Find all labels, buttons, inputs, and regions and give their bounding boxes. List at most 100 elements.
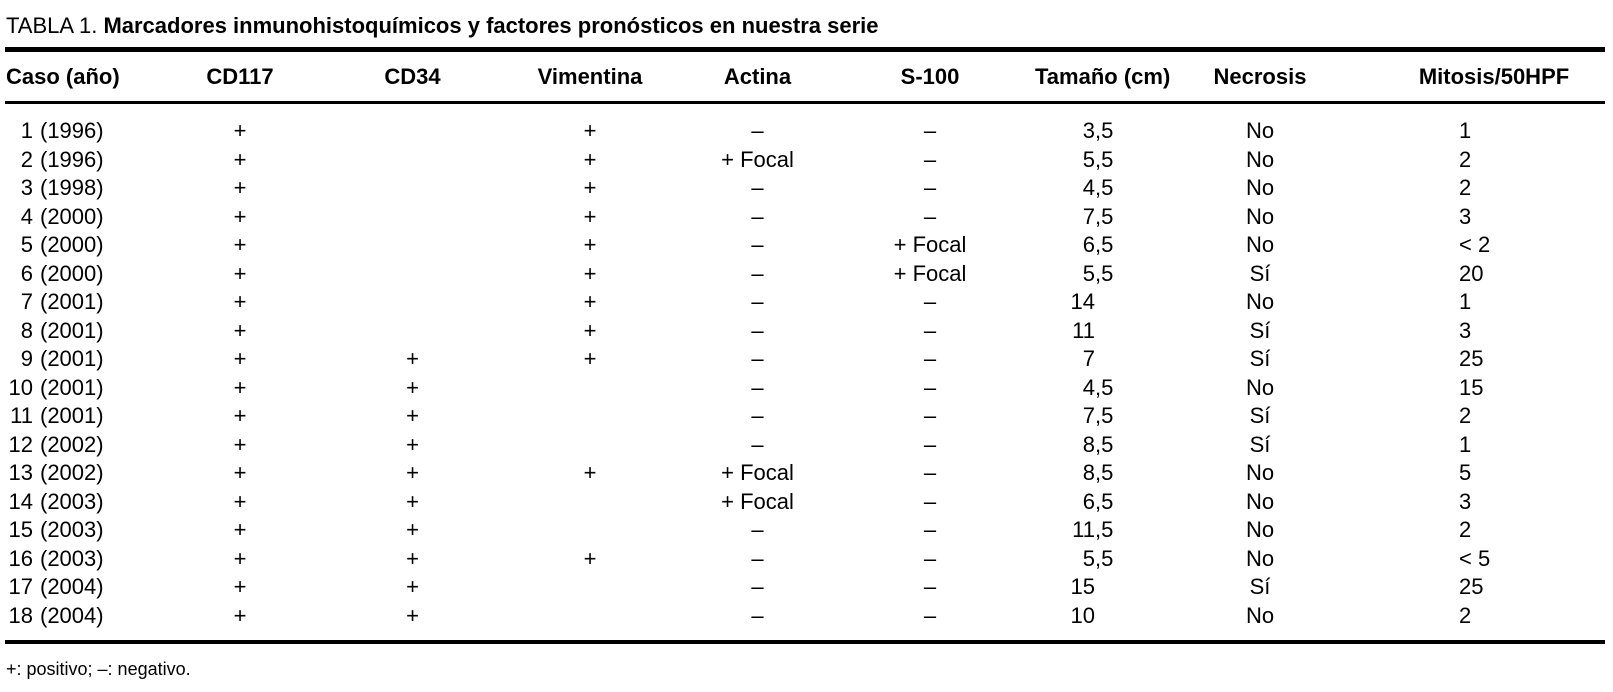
case-number: 5 [20, 232, 33, 257]
cell-actina: – [751, 175, 764, 200]
cell-cd117: + [233, 374, 247, 400]
cell-caso: 17 (2004) [0, 573, 145, 602]
cell-mitosis: 1 [1459, 118, 1472, 143]
cell-cd117: + [233, 602, 247, 628]
cell-tamano: 15 [1035, 573, 1145, 602]
cell-actina: + Focal [721, 460, 794, 485]
cell-cd34: + [406, 488, 419, 514]
case-number: 15 [8, 517, 33, 542]
cell-necrosis: No [1245, 289, 1275, 314]
cell-tamano: 7 [1035, 345, 1145, 374]
cell-actina: + Focal [721, 146, 794, 172]
case-number: 10 [8, 374, 33, 400]
case-number: 6 [20, 260, 33, 286]
case-number: 17 [8, 574, 33, 599]
table-row: 3 (1998) + + – – 4,5 No 2 [0, 174, 1613, 203]
table-row: 13 (2002) + + + + Focal – 8,5 No 5 [0, 459, 1613, 488]
cell-caso: 18 (2004) [0, 602, 145, 631]
case-year: (1996) [40, 146, 104, 172]
cell-tamano: 5,5 [1035, 545, 1145, 574]
table-row: 7 (2001) + + – – 14 No 1 [0, 288, 1613, 317]
cell-mitosis: 25 [1459, 346, 1484, 371]
tamano-int: 7 [1082, 203, 1095, 229]
tamano-dec: ,5 [1095, 374, 1114, 400]
cell-mitosis: 2 [1459, 403, 1472, 428]
cell-vimentina: + [583, 175, 597, 200]
case-number: 14 [8, 488, 33, 514]
column-header-caso: Caso (año) [6, 63, 120, 89]
cell-vimentina: + [583, 289, 597, 314]
cell-caso: 1 (1996) [0, 117, 145, 146]
tamano-int: 15 [1070, 574, 1095, 599]
table-row: 4 (2000) + + – – 7,5 No 3 [0, 203, 1613, 232]
cell-mitosis: 3 [1459, 203, 1472, 229]
cell-caso: 15 (2003) [0, 516, 145, 545]
cell-s100: – [923, 460, 937, 485]
table-row: 8 (2001) + + – – 11 Sí 3 [0, 317, 1613, 346]
case-year: (2002) [40, 431, 104, 457]
cell-cd117: + [233, 232, 247, 257]
tamano-int: 14 [1070, 289, 1095, 314]
tamano-int: 7 [1082, 346, 1095, 371]
case-year: (2001) [40, 374, 104, 400]
tamano-dec: ,5 [1095, 403, 1114, 428]
cell-tamano: 5,5 [1035, 146, 1145, 175]
cell-mitosis: 15 [1459, 374, 1484, 400]
case-number: 9 [20, 346, 33, 371]
tamano-dec: ,5 [1095, 118, 1114, 143]
cell-cd34: + [406, 602, 419, 628]
cell-caso: 4 (2000) [0, 203, 145, 232]
cell-mitosis: 1 [1459, 289, 1472, 314]
tamano-int: 11 [1072, 317, 1095, 343]
cell-mitosis: 1 [1459, 431, 1472, 457]
cell-tamano: 8,5 [1035, 459, 1145, 488]
tamano-dec: ,5 [1095, 260, 1114, 286]
cell-vimentina: + [583, 317, 597, 343]
table-row: 18 (2004) + + – – 10 No 2 [0, 602, 1613, 631]
cell-actina: – [751, 289, 764, 314]
table-row: 16 (2003) + + + – – 5,5 No < 5 [0, 545, 1613, 574]
tamano-int: 7 [1082, 403, 1095, 428]
cell-caso: 12 (2002) [0, 431, 145, 460]
tamano-int: 5 [1082, 545, 1095, 571]
cell-actina: – [751, 431, 764, 457]
column-header-s100: S-100 [900, 63, 960, 89]
table-row: 5 (2000) + + – + Focal 6,5 No < 2 [0, 231, 1613, 260]
cell-actina: – [751, 317, 764, 343]
table-caption: TABLA 1. Marcadores inmunohistoquímicos … [6, 13, 1613, 39]
case-year: (2003) [40, 517, 104, 542]
case-year: (1996) [40, 118, 104, 143]
cell-cd117: + [233, 317, 247, 343]
case-year: (2000) [40, 203, 104, 229]
cell-tamano: 14 [1035, 288, 1145, 317]
cell-s100: – [923, 431, 937, 457]
cell-tamano: 11 [1035, 317, 1145, 346]
tamano-dec: ,5 [1095, 203, 1114, 229]
case-number: 2 [20, 146, 33, 172]
table-title: Marcadores inmunohistoquímicos y factore… [103, 13, 879, 38]
case-number: 12 [8, 431, 33, 457]
column-header-actina: Actina [723, 63, 792, 89]
tamano-dec: ,5 [1095, 175, 1114, 200]
case-number: 4 [20, 203, 33, 229]
cell-caso: 11 (2001) [0, 402, 145, 431]
cell-necrosis: No [1245, 488, 1275, 514]
case-year: (2004) [40, 602, 104, 628]
case-year: (2001) [40, 289, 104, 314]
header-rule [5, 101, 1605, 104]
cell-tamano: 4,5 [1035, 174, 1145, 203]
tamano-dec: ,5 [1095, 431, 1114, 457]
tamano-int: 5 [1082, 260, 1095, 286]
case-year: (2001) [40, 346, 104, 371]
cell-caso: 9 (2001) [0, 345, 145, 374]
column-header-vimentina: Vimentina [537, 63, 643, 89]
tamano-int: 8 [1082, 431, 1095, 457]
cell-vimentina: + [583, 460, 597, 485]
cell-actina: – [751, 574, 764, 599]
case-number: 13 [8, 460, 33, 485]
cell-caso: 2 (1996) [0, 146, 145, 175]
cell-cd117: + [233, 403, 247, 428]
cell-cd34: + [406, 545, 419, 571]
tamano-dec: ,5 [1095, 146, 1114, 172]
cell-actina: – [751, 232, 764, 257]
